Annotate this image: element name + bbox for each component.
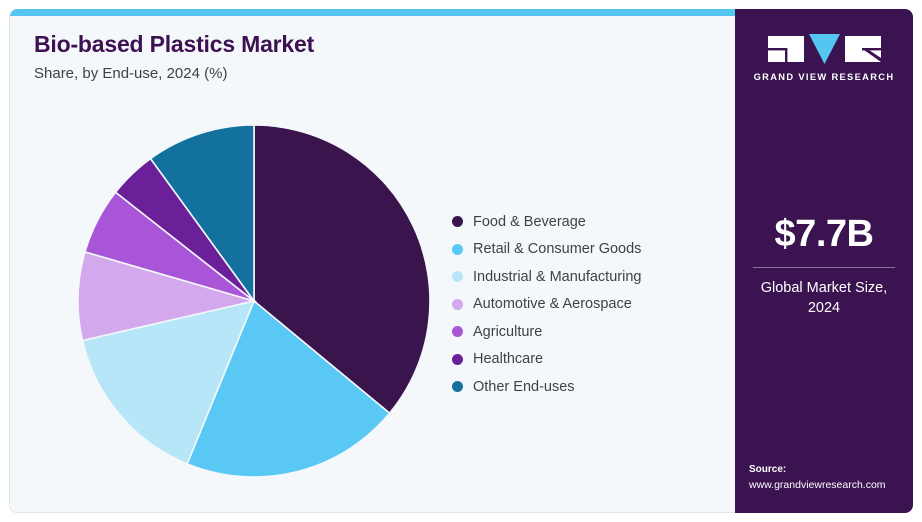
legend-item-other-end-uses[interactable]: Other End-uses	[452, 373, 641, 401]
legend-swatch-icon	[452, 381, 463, 393]
top-accent-bar	[10, 9, 735, 16]
legend-item-label: Agriculture	[473, 323, 543, 340]
legend-item-label: Retail & Consumer Goods	[473, 241, 642, 257]
legend-item-healthcare[interactable]: Healthcare	[452, 346, 641, 374]
market-size-caption-line1: Global Market Size,	[760, 280, 888, 296]
legend-item-retail-consumer-goods[interactable]: Retail & Consumer Goods	[452, 236, 641, 264]
legend-item-agriculture[interactable]: Agriculture	[452, 318, 641, 346]
market-size-stat: $7.7B Global Market Size, 2024	[735, 215, 913, 318]
brand-sidebar: GRAND VIEW RESEARCH $7.7B Global Market …	[735, 9, 913, 513]
legend-swatch-icon	[452, 216, 463, 228]
title-block: Bio-based Plastics Market Share, by End-…	[34, 31, 314, 83]
logo-block: GRAND VIEW RESEARCH	[735, 34, 913, 82]
legend-swatch-icon	[452, 326, 463, 338]
legend-item-automotive-aerospace[interactable]: Automotive & Aerospace	[452, 291, 641, 319]
legend-swatch-icon	[452, 298, 463, 310]
stat-divider	[753, 267, 895, 268]
page-subtitle: Share, by End-use, 2024 (%)	[34, 64, 228, 82]
pie-slice[interactable]	[149, 124, 255, 304]
logo-wordmark: GRAND VIEW RESEARCH	[753, 72, 895, 82]
legend-swatch-icon	[452, 243, 463, 255]
source-block: Source: www.grandviewresearch.com	[749, 463, 886, 493]
pie-chart	[76, 123, 432, 479]
market-size-caption: Global Market Size, 2024	[735, 279, 913, 318]
gvr-logo-r-mark-icon	[844, 36, 881, 62]
source-label: Source:	[749, 464, 787, 476]
page-title: Bio-based Plastics Market	[34, 31, 315, 57]
legend-item-label: Other End-uses	[473, 378, 575, 395]
gvr-logo-v-triangle-icon	[808, 34, 840, 64]
pie-slice[interactable]	[77, 250, 258, 342]
pie-slice[interactable]	[253, 124, 431, 415]
legend-item-industrial-manufacturing[interactable]: Industrial & Manufacturing	[452, 263, 641, 291]
logo-marks	[735, 34, 913, 64]
pie-slice[interactable]	[186, 299, 391, 478]
pie-slice[interactable]	[81, 299, 256, 465]
chart-panel: Bio-based Plastics Market Share, by End-…	[9, 9, 735, 513]
chart-legend: Food & Beverage Retail & Consumer Goods …	[452, 208, 641, 401]
legend-item-label: Healthcare	[473, 351, 544, 367]
legend-item-label: Automotive & Aerospace	[473, 296, 632, 312]
legend-swatch-icon	[452, 353, 463, 365]
market-size-value: $7.7B	[774, 213, 874, 255]
legend-item-label: Industrial & Manufacturing	[473, 268, 642, 285]
legend-item-label: Food & Beverage	[473, 213, 586, 230]
pie-chart-svg	[77, 124, 431, 478]
legend-item-food-beverage[interactable]: Food & Beverage	[452, 208, 641, 236]
source-url[interactable]: www.grandviewresearch.com	[749, 478, 886, 491]
legend-swatch-icon	[452, 271, 463, 283]
pie-slice-group	[77, 124, 431, 478]
market-size-caption-line2: 2024	[807, 299, 841, 316]
gvr-logo-g-mark-icon	[767, 36, 804, 62]
